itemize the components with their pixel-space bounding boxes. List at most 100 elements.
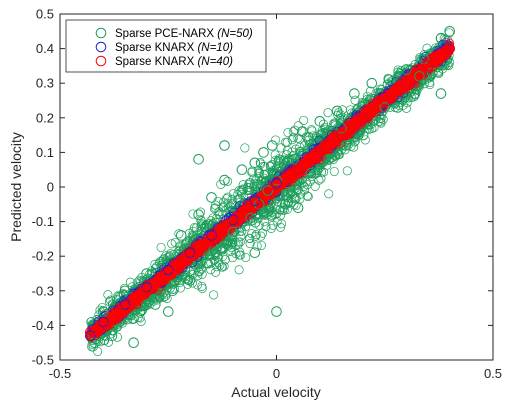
scatter-point: [342, 166, 352, 176]
scatter-point: [299, 181, 309, 191]
scatter-point: [304, 132, 314, 142]
scatter-point: [364, 124, 374, 134]
scatter-point: [374, 95, 384, 105]
scatter-point: [405, 74, 416, 85]
scatter-point: [148, 284, 158, 294]
scatter-point: [289, 132, 299, 142]
scatter-point: [352, 114, 362, 124]
scatter-point: [214, 258, 224, 268]
scatter-point: [283, 127, 293, 138]
scatter-point: [287, 198, 297, 208]
scatter-point: [106, 329, 116, 339]
scatter-point: [231, 249, 241, 259]
scatter-point: [324, 143, 334, 153]
scatter-point: [197, 281, 207, 291]
scatter-point: [224, 235, 234, 245]
scatter-point: [234, 213, 244, 223]
scatter-point: [174, 229, 184, 239]
scatter-point: [260, 170, 270, 180]
scatter-point: [209, 290, 219, 300]
scatter-point: [227, 194, 237, 204]
scatter-point: [282, 150, 292, 160]
scatter-point: [282, 146, 292, 156]
scatter-point: [103, 337, 114, 347]
scatter-point: [262, 210, 272, 220]
scatter-point: [233, 195, 243, 205]
scatter-point: [208, 213, 218, 223]
scatter-point: [317, 128, 328, 138]
scatter-point: [287, 135, 297, 145]
scatter-point: [198, 219, 208, 229]
scatter-point: [189, 223, 199, 233]
scatter-point: [247, 167, 257, 177]
scatter-point: [233, 190, 243, 200]
scatter-point: [322, 160, 332, 170]
scatter-point: [369, 122, 379, 133]
scatter-point: [394, 100, 404, 110]
scatter-point: [349, 142, 359, 152]
scatter-point: [398, 100, 408, 110]
scatter-point: [271, 135, 281, 145]
scatter-point: [251, 182, 261, 192]
scatter-point: [240, 143, 250, 153]
scatter-point: [365, 86, 375, 96]
scatter-point: [284, 193, 294, 203]
scatter-point: [292, 166, 302, 176]
scatter-point: [188, 226, 198, 236]
scatter-point: [187, 278, 197, 288]
scatter-point: [196, 215, 206, 225]
scatter-point: [329, 166, 339, 177]
scatter-point: [238, 185, 248, 195]
scatter-point: [350, 136, 360, 146]
scatter-point: [112, 332, 123, 342]
scatter-point: [195, 207, 206, 217]
scatter-point: [218, 201, 229, 211]
scatter-point: [409, 74, 419, 84]
scatter-point: [206, 265, 216, 275]
scatter-point: [295, 142, 305, 152]
scatter-point: [290, 125, 300, 135]
scatter-point: [195, 245, 205, 255]
scatter-point: [270, 150, 280, 160]
scatter-point: [226, 246, 236, 256]
scatter-point: [211, 267, 221, 277]
scatter-point: [247, 229, 257, 239]
scatter-point: [197, 269, 207, 279]
scatter-point: [435, 54, 445, 65]
scatter-point: [238, 184, 248, 194]
scatter-point: [133, 312, 143, 323]
scatter-point: [209, 204, 220, 214]
scatter-point: [167, 239, 177, 249]
scatter-point: [299, 115, 309, 125]
scatter-point: [274, 158, 284, 169]
scatter-point: [301, 177, 311, 187]
scatter-point: [397, 79, 407, 89]
scatter-point: [143, 298, 153, 308]
scatter-point: [276, 222, 286, 232]
scatter-point: [220, 206, 230, 216]
scatter-point: [239, 206, 249, 216]
scatter-point: [266, 210, 276, 220]
scatter-point: [200, 222, 210, 232]
scatter-point: [308, 150, 319, 160]
scatter-point: [244, 178, 255, 188]
scatter-point: [337, 105, 347, 115]
scatter-point: [275, 154, 286, 165]
scatter-point: [167, 280, 177, 290]
scatter-point: [219, 261, 229, 271]
scatter-point: [296, 146, 306, 156]
scatter-point: [375, 117, 386, 127]
scatter-point: [186, 269, 197, 279]
scatter-point: [165, 270, 175, 280]
scatter-point: [197, 219, 207, 229]
scatter-point: [324, 189, 334, 199]
scatter-point: [154, 276, 165, 286]
scatter-point: [253, 214, 263, 224]
scatter-point: [259, 216, 270, 227]
scatter-point: [296, 189, 306, 199]
scatter-point: [256, 231, 266, 241]
scatter-point: [235, 237, 245, 247]
scatter-point: [237, 208, 247, 218]
scatter-point: [125, 277, 135, 287]
